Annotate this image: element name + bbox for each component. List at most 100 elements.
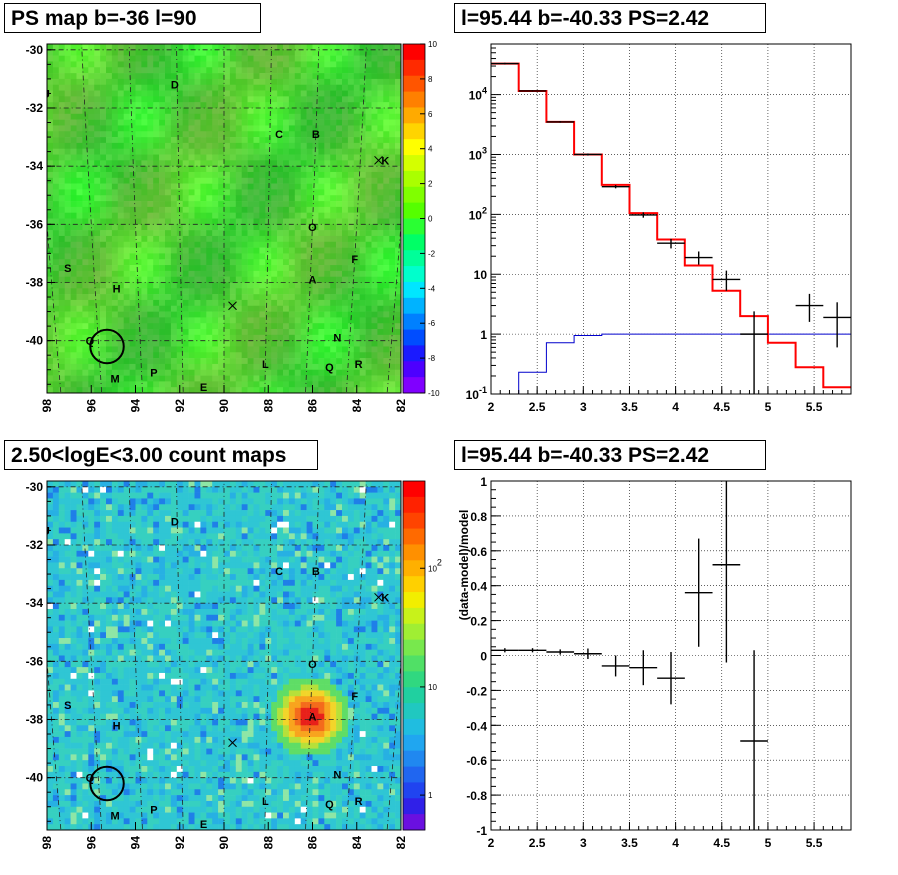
y-tick-label: -34 xyxy=(26,159,44,173)
x-tick-label: 5.5 xyxy=(806,836,823,850)
y-tick-label: 0.4 xyxy=(470,580,487,594)
grid-meridian xyxy=(345,44,367,393)
palette-cell xyxy=(403,496,425,514)
palette-cell xyxy=(403,639,425,656)
source-label: C xyxy=(275,129,283,141)
palette-cell xyxy=(403,313,425,330)
source-label: B xyxy=(312,129,320,141)
source-label: S xyxy=(64,263,71,275)
source-label: J xyxy=(44,525,50,537)
source-label: M xyxy=(111,810,120,822)
source-label: E xyxy=(200,382,207,394)
x-tick-label: 86 xyxy=(306,836,320,850)
residual-panel: 2 2.5 3 3.5 4 4.5 5 5.5 1 0.8 0.6 0.4 0.2 0 -0.2 -0.4 -0… xyxy=(457,475,852,850)
source-label: S xyxy=(64,700,71,712)
x-tick-label: 3.5 xyxy=(621,836,638,850)
y-tick-label: 0 xyxy=(480,650,487,664)
x-tick-label: 3 xyxy=(580,836,587,850)
palette-label: -10 xyxy=(428,389,440,398)
palette-cell xyxy=(403,297,425,315)
source-label: O xyxy=(308,222,317,234)
source-x-mark xyxy=(374,155,383,165)
source-label: O xyxy=(308,659,317,671)
x-tick-label: 96 xyxy=(84,399,98,413)
palette-cell xyxy=(403,250,425,267)
x-tick-label: 94 xyxy=(129,836,143,850)
y-tick-label: -34 xyxy=(26,596,44,610)
source-label: K xyxy=(381,592,389,604)
palette-cell xyxy=(403,607,425,625)
source-label: P xyxy=(150,368,157,380)
grid-meridian xyxy=(345,481,367,830)
y-tick-label: 102 xyxy=(469,205,487,222)
y-tick-label: -0.6 xyxy=(466,754,487,768)
x-tick-label: 4 xyxy=(672,836,679,850)
y-tick-label: -0.8 xyxy=(466,789,487,803)
x-tick-label: 94 xyxy=(129,399,143,413)
palette-cell xyxy=(403,75,425,92)
palette-cell xyxy=(403,377,425,394)
source-x-mark xyxy=(374,592,383,602)
source-label: P xyxy=(150,805,157,817)
palette-cell xyxy=(403,576,425,593)
x-tick-label: 5 xyxy=(765,400,772,414)
title-ps-map: PS map b=-36 l=90 xyxy=(4,3,261,33)
source-label: M xyxy=(111,373,120,385)
y-tick-label: -0.2 xyxy=(466,684,487,698)
y-tick-label: -30 xyxy=(26,480,44,494)
source-label: F xyxy=(351,691,358,703)
x-tick-label: 88 xyxy=(261,836,275,850)
x-tick-label: 2 xyxy=(488,836,495,850)
grid-meridian xyxy=(264,44,272,393)
y-tick-label: 10 xyxy=(474,268,488,282)
palette-cell xyxy=(403,202,425,219)
x-tick-label: 2.5 xyxy=(529,836,546,850)
y-tick-label: -32 xyxy=(26,538,44,552)
palette-cell xyxy=(403,592,425,609)
palette-cell xyxy=(403,766,425,783)
x-tick-label: 82 xyxy=(394,836,408,850)
palette-cell xyxy=(403,782,425,799)
x-tick-label: 92 xyxy=(173,399,187,413)
palette-label: -6 xyxy=(428,319,436,328)
source-label: B xyxy=(312,566,320,578)
palette-cell xyxy=(403,623,425,641)
palette-label: -2 xyxy=(428,249,436,258)
y-axis-label: (data-model)/model xyxy=(457,510,471,621)
palette-cell xyxy=(403,170,425,188)
palette-cell xyxy=(403,218,425,235)
palette-cell xyxy=(403,528,425,545)
color-palette: 102 10 1 xyxy=(402,480,442,831)
source-label: R xyxy=(355,796,363,808)
grid-meridian xyxy=(176,481,184,830)
palette-cell xyxy=(403,560,425,577)
grid-meridian xyxy=(305,481,320,830)
y-tick-label: -32 xyxy=(26,101,44,115)
spectrum-panel: 2 2.5 3 3.5 4 4.5 5 5.5 10-1 1 10 102 103 104 xyxy=(466,43,852,414)
palette-cell xyxy=(403,155,425,172)
x-tick-label: 2.5 xyxy=(529,400,546,414)
y-tick-label: 104 xyxy=(469,86,487,103)
x-tick-label: 90 xyxy=(217,399,231,413)
source-label: D xyxy=(171,517,179,529)
palette-cell xyxy=(403,703,425,720)
y-tick-label: 1 xyxy=(480,328,487,342)
source-label: N xyxy=(333,333,341,345)
palette-label: 1 xyxy=(428,791,433,800)
source-label: E xyxy=(200,819,207,831)
palette-label: 4 xyxy=(428,145,433,154)
y-tick-label: -0.4 xyxy=(466,719,487,733)
y-tick-label: -36 xyxy=(26,654,44,668)
y-tick-label: -1 xyxy=(476,824,487,838)
palette-cell xyxy=(403,234,425,251)
y-tick-label: 0.2 xyxy=(470,615,487,629)
palette-cell xyxy=(403,750,425,767)
palette-cell xyxy=(403,139,425,156)
grid-meridian xyxy=(81,44,103,393)
y-tick-label: 0.8 xyxy=(470,510,487,524)
y-tick-label: 10-1 xyxy=(466,385,487,402)
y-tick-label: -40 xyxy=(26,334,44,348)
map-pixels xyxy=(47,44,401,393)
y-tick-label: -38 xyxy=(26,275,44,289)
